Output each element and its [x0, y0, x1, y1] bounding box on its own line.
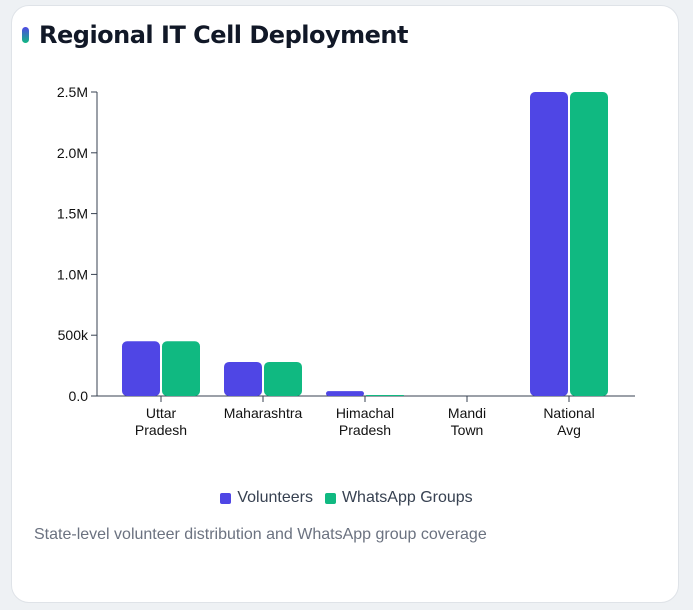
y-tick-label: 2.0M [57, 145, 88, 161]
x-tick-label: Uttar [146, 405, 177, 421]
x-tick-label: Avg [557, 422, 581, 438]
legend-swatch-icon [220, 492, 232, 504]
chart-title: Regional IT Cell Deployment [39, 21, 408, 49]
legend-item[interactable]: Volunteers [220, 489, 313, 507]
bar-whatsapp-groups [366, 395, 404, 396]
bar-volunteers [530, 92, 568, 396]
x-tick-label: National [543, 405, 594, 421]
y-tick-label: 2.5M [57, 84, 88, 100]
bar-volunteers [122, 341, 160, 396]
bar-whatsapp-groups [264, 361, 302, 396]
y-tick-label: 0.0 [69, 388, 89, 404]
bar-chart: 0.0500k1.0M1.5M2.0M2.5MUttarPradeshMahar… [57, 84, 635, 438]
chart-caption: State-level volunteer distribution and W… [34, 526, 487, 543]
x-tick-label: Pradesh [339, 422, 391, 438]
bar-volunteers [326, 391, 364, 396]
legend-label: Volunteers [237, 489, 313, 506]
x-tick-label: Maharashtra [224, 405, 303, 421]
y-tick-label: 1.5M [57, 206, 88, 222]
x-tick-label: Pradesh [135, 422, 187, 438]
y-tick-label: 1.0M [57, 266, 88, 282]
legend-swatch-icon [324, 492, 336, 504]
x-tick-label: Mandi [448, 405, 486, 421]
chart-header: Regional IT Cell Deployment [22, 21, 408, 49]
y-tick-label: 500k [58, 327, 89, 343]
title-accent-icon [22, 27, 29, 43]
x-tick-label: Town [451, 422, 484, 438]
bar-volunteers [224, 361, 262, 396]
bar-whatsapp-groups [570, 92, 608, 396]
x-tick-label: Himachal [336, 405, 394, 421]
legend-label: WhatsApp Groups [341, 489, 473, 506]
legend-item[interactable]: WhatsApp Groups [324, 489, 473, 507]
legend: Volunteers WhatsApp Groups [0, 489, 693, 507]
bar-whatsapp-groups [162, 341, 200, 396]
